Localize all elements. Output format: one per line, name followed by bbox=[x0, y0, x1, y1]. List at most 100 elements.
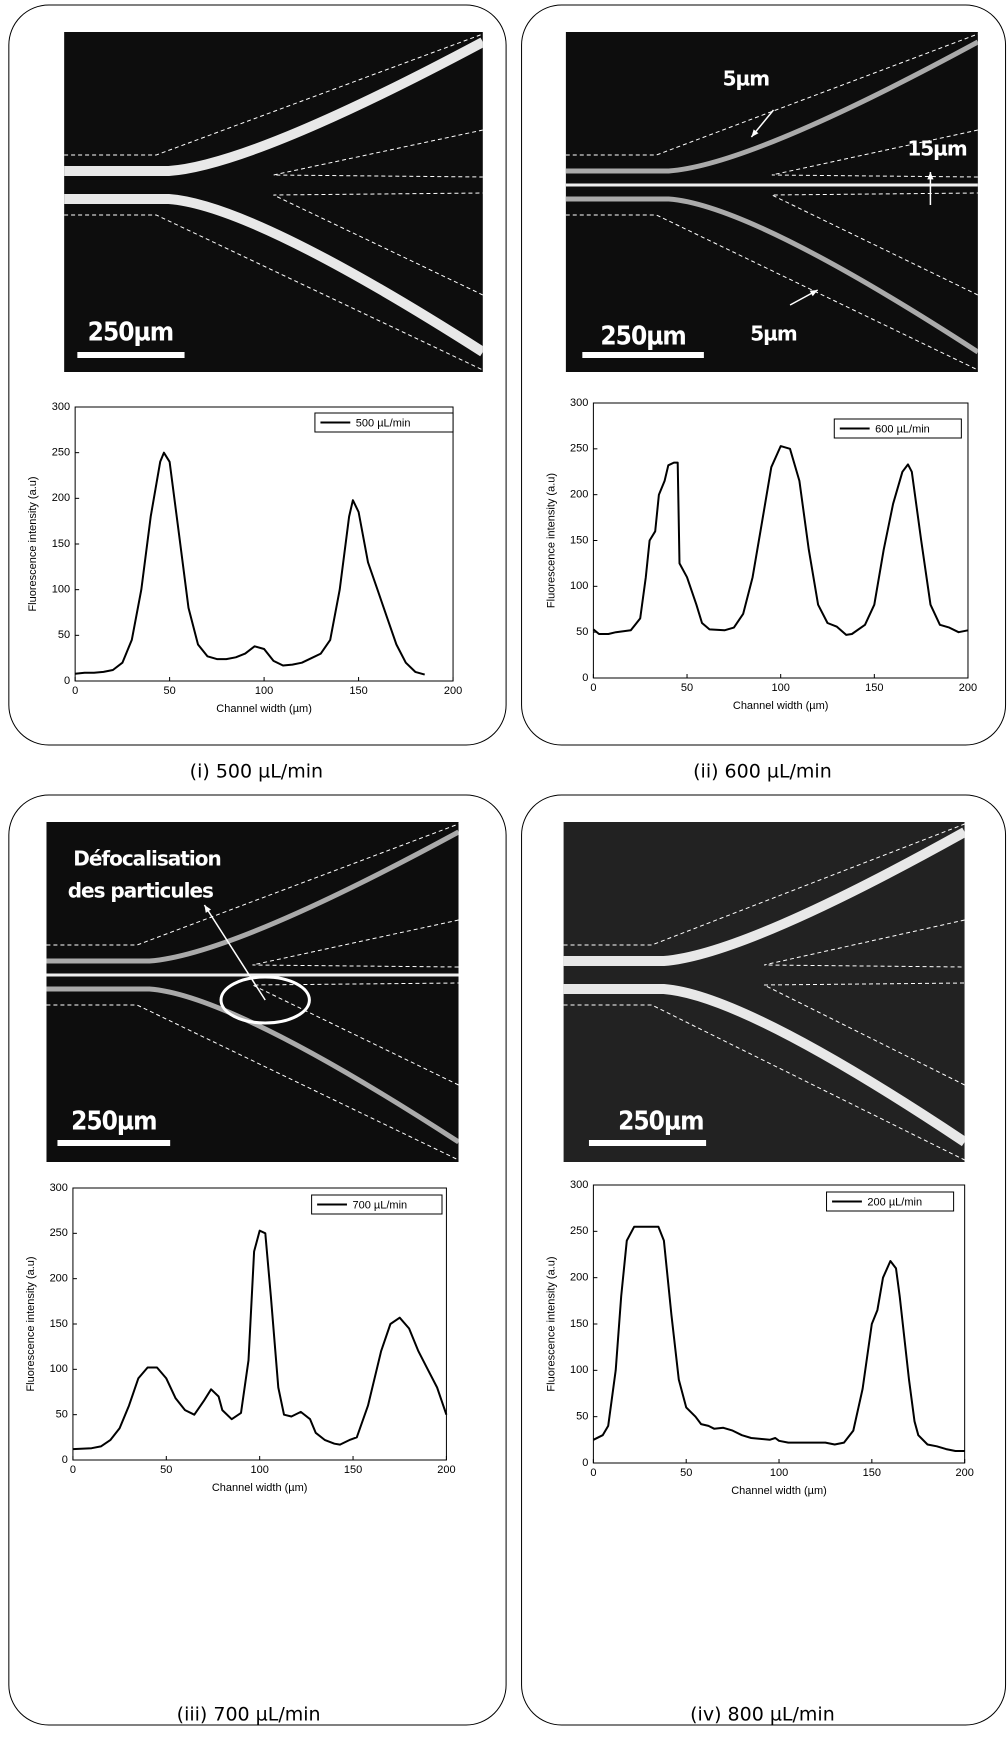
data-line bbox=[592, 1225, 965, 1452]
y-tick-label: 250 bbox=[570, 443, 588, 455]
x-tick-label: 0 bbox=[72, 685, 78, 697]
channel-outline bbox=[771, 192, 978, 296]
x-tick-label: 200 bbox=[959, 682, 977, 694]
x-tick-label: 200 bbox=[955, 1467, 973, 1479]
panel: 250µm Défocalisation des particules 0 50 100 1… bbox=[8, 794, 507, 1726]
micrograph-bg bbox=[565, 32, 978, 372]
annotation: 15µm bbox=[907, 137, 967, 161]
channel-outline bbox=[252, 919, 459, 968]
y-tick-label: 200 bbox=[570, 1272, 588, 1284]
x-tick-label: 100 bbox=[772, 682, 790, 694]
channel-bright bbox=[565, 196, 978, 355]
channel-bright bbox=[64, 37, 483, 176]
x-tick-label: 200 bbox=[437, 1464, 455, 1476]
x-tick-label: 100 bbox=[250, 1464, 268, 1476]
annotation: Défocalisation bbox=[73, 847, 220, 871]
y-tick-label: 300 bbox=[50, 1182, 68, 1194]
x-tick-label: 0 bbox=[590, 682, 596, 694]
y-tick-label: 200 bbox=[50, 1273, 68, 1285]
x-tick-label: 150 bbox=[863, 1467, 881, 1479]
y-tick-label: 0 bbox=[582, 672, 588, 684]
annotation: 5µm bbox=[750, 322, 797, 346]
caption: (i) 500 µL/min bbox=[190, 761, 323, 783]
scale-bar-label: 250µm bbox=[71, 1107, 156, 1137]
channel-bright bbox=[46, 829, 459, 964]
y-tick-label: 300 bbox=[570, 397, 588, 409]
x-tick-label: 0 bbox=[70, 1464, 76, 1476]
channel-outline bbox=[64, 214, 483, 371]
y-tick-label: 150 bbox=[50, 1318, 68, 1330]
x-tick-label: 100 bbox=[770, 1467, 788, 1479]
y-tick-label: 50 bbox=[58, 629, 70, 641]
channel-outline bbox=[771, 129, 978, 178]
y-tick-label: 50 bbox=[56, 1409, 68, 1421]
channel-outline bbox=[763, 919, 965, 968]
scale-bar bbox=[57, 1140, 171, 1146]
x-axis-label: Channel width (µm) bbox=[216, 703, 312, 715]
y-axis-label: Fluorescence intensity (a.u) bbox=[27, 476, 39, 611]
caption: (iv) 800 µL/min bbox=[690, 1704, 835, 1726]
y-tick-label: 100 bbox=[50, 1363, 68, 1375]
channel-outline bbox=[565, 33, 978, 156]
panel-frame bbox=[8, 4, 507, 746]
highlight-ellipse bbox=[219, 975, 311, 1025]
channel-bright bbox=[563, 827, 965, 966]
x-axis-label: Channel width (µm) bbox=[212, 1482, 308, 1494]
y-tick-label: 200 bbox=[570, 489, 588, 501]
x-tick-label: 150 bbox=[344, 1464, 362, 1476]
y-tick-label: 200 bbox=[52, 492, 70, 504]
channel-outline bbox=[563, 1004, 965, 1161]
y-tick-label: 50 bbox=[576, 1411, 588, 1423]
channel-outline bbox=[273, 192, 483, 296]
y-tick-label: 0 bbox=[62, 1454, 68, 1466]
scale-bar-label: 250µm bbox=[600, 322, 685, 352]
y-tick-label: 150 bbox=[52, 538, 70, 550]
micrograph: 250µm 5µm 15µm 5µm bbox=[565, 32, 978, 372]
channel-bright bbox=[64, 194, 483, 357]
panel-frame bbox=[8, 794, 507, 1726]
micrograph: 250µm bbox=[64, 32, 483, 372]
channel-outline bbox=[565, 214, 978, 371]
y-tick-label: 100 bbox=[570, 1364, 588, 1376]
annotation: des particules bbox=[68, 879, 213, 903]
scale-bar-label: 250µm bbox=[618, 1107, 703, 1137]
x-tick-label: 100 bbox=[255, 685, 273, 697]
y-tick-label: 150 bbox=[570, 1318, 588, 1330]
legend-box bbox=[311, 1194, 443, 1215]
channel-bright bbox=[46, 986, 459, 1145]
channel-outline bbox=[46, 823, 459, 946]
scale-bar bbox=[588, 1140, 707, 1146]
annotation-arrowhead bbox=[809, 290, 818, 297]
annotation-arrowhead bbox=[204, 905, 212, 913]
y-tick-label: 0 bbox=[582, 1457, 588, 1469]
y-tick-label: 150 bbox=[570, 534, 588, 546]
y-axis-label: Fluorescence intensity (a.u) bbox=[545, 1256, 557, 1391]
panel: 250µm 0 50 100 150 200 0 50 100 150 200 250 300 Chann… bbox=[8, 4, 507, 783]
y-tick-label: 250 bbox=[50, 1227, 68, 1239]
legend-label: 200 µL/min bbox=[867, 1196, 922, 1208]
annotation-arrowhead bbox=[927, 172, 934, 180]
x-axis-label: Channel width (µm) bbox=[733, 700, 829, 712]
legend-box bbox=[826, 1191, 955, 1212]
caption: (iii) 700 µL/min bbox=[177, 1704, 321, 1726]
x-axis-label: Channel width (µm) bbox=[731, 1485, 827, 1497]
x-tick-label: 200 bbox=[444, 685, 462, 697]
panel-frame bbox=[521, 4, 1007, 746]
legend-box bbox=[314, 412, 454, 433]
panel: 250µm 5µm 15µm 5µm 0 50 100 150 200 0 50 100 150 200 2… bbox=[521, 4, 1007, 783]
legend-label: 500 µL/min bbox=[356, 417, 411, 429]
x-tick-label: 50 bbox=[163, 685, 175, 697]
y-tick-label: 250 bbox=[570, 1225, 588, 1237]
panel-frame bbox=[521, 794, 1007, 1726]
data-line bbox=[592, 445, 969, 636]
x-tick-label: 150 bbox=[349, 685, 367, 697]
channel-outline bbox=[64, 33, 483, 156]
channel-outline bbox=[563, 823, 965, 946]
annotation: 5µm bbox=[723, 67, 770, 91]
x-tick-label: 150 bbox=[865, 682, 883, 694]
x-tick-label: 50 bbox=[681, 682, 693, 694]
channel-outline bbox=[273, 129, 483, 178]
scale-bar-label: 250µm bbox=[88, 318, 173, 348]
channel-bright bbox=[565, 39, 978, 174]
micrograph: 250µm Défocalisation des particules bbox=[46, 822, 459, 1162]
